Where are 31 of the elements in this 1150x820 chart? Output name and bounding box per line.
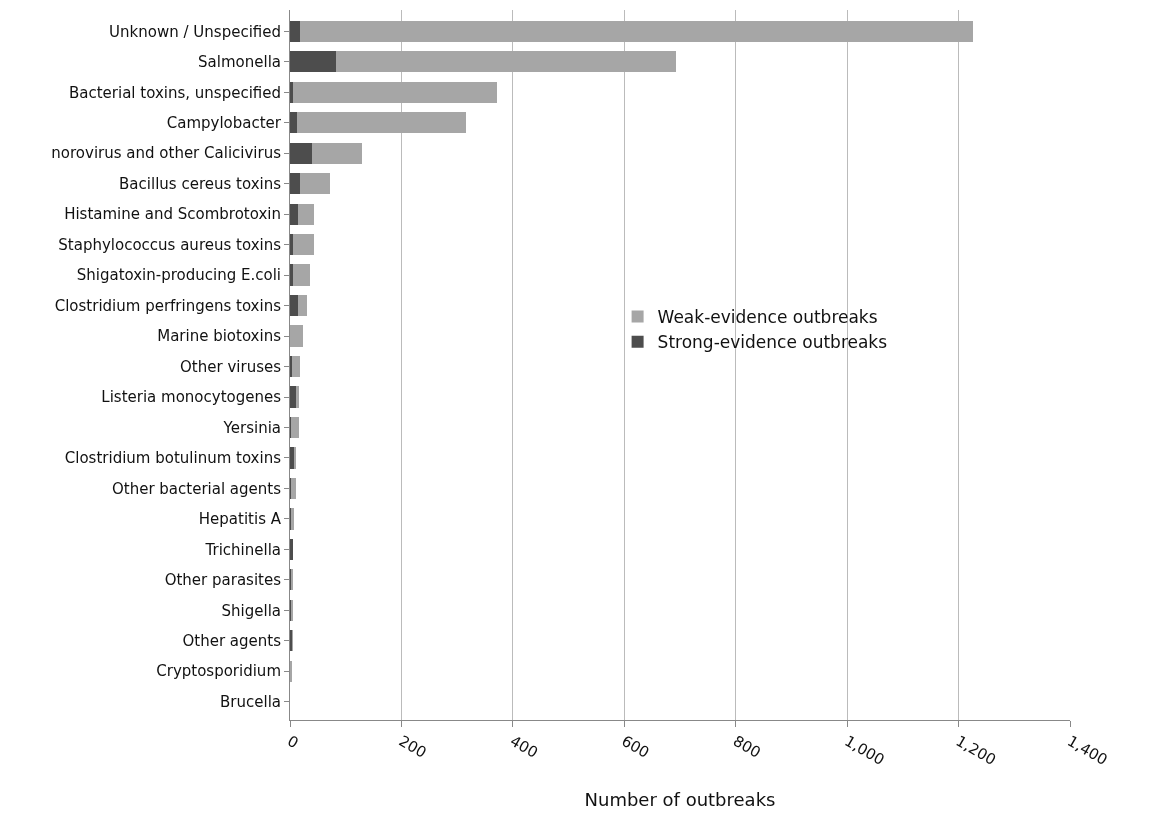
x-tick-label: 600 (618, 731, 653, 762)
y-tick-label: Other viruses (180, 357, 282, 376)
y-tick-label: Yersinia (222, 418, 281, 437)
y-tick-label: Shigella (221, 601, 281, 620)
x-tick-label: 400 (507, 731, 541, 762)
y-tick-label: Other agents (182, 632, 282, 651)
y-tick-label: Campylobacter (166, 114, 282, 132)
y-tick-label: Unknown / Unspecified (109, 22, 281, 41)
y-tick-label: Histamine and Scombrotoxin (64, 205, 281, 224)
y-tick-label: Salmonella (198, 53, 281, 72)
y-tick-label: Listeria monocytogenes (101, 388, 282, 407)
y-tick-label: Trichinella (204, 540, 281, 559)
y-tick-label: norovirus and other Calicivirus (51, 144, 282, 163)
x-tick-label: 200 (395, 731, 430, 762)
y-tick-label: Bacillus cereus toxins (119, 174, 282, 193)
x-tick-label: 800 (729, 731, 764, 762)
y-tick-label: Brucella (220, 692, 281, 711)
y-tick-label: Cryptosporidium (156, 662, 281, 681)
y-tick-label: Marine biotoxins (157, 327, 282, 346)
y-tick-label: Clostridium perfringens toxins (54, 296, 282, 315)
y-tick-label: Clostridium botulinum toxins (64, 449, 282, 468)
y-tick-label: Staphylococcus aureus toxins (58, 235, 282, 254)
x-axis-title: Number of outbreaks (584, 789, 776, 811)
y-tick-label: Other parasites (164, 571, 282, 590)
y-tick-label: Bacterial toxins, unspecified (69, 83, 281, 102)
legend-label: Strong-evidence outbreaks (657, 332, 888, 353)
y-tick-label: Hepatitis A (198, 510, 282, 529)
x-tick-label: 0 (284, 731, 302, 753)
y-tick-label: Other bacterial agents (111, 479, 282, 498)
legend-label: Weak-evidence outbreaks (657, 307, 878, 328)
y-tick-label: Shigatoxin-producing E.coli (76, 266, 281, 285)
